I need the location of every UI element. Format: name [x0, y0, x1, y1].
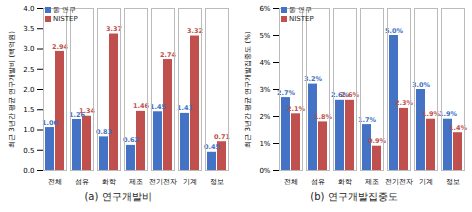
svg-text:6%: 6% [259, 5, 270, 13]
svg-text:화학: 화학 [102, 178, 116, 186]
svg-text:3.5: 3.5 [23, 25, 34, 33]
svg-text:0%: 0% [259, 167, 270, 175]
svg-text:0.9%: 0.9% [368, 137, 386, 146]
svg-text:2.5: 2.5 [23, 65, 34, 73]
svg-text:3.0: 3.0 [23, 45, 34, 53]
svg-text:최근 3년간 평균 연구개발비 (백억원): 최근 3년간 평균 연구개발비 (백억원) [8, 31, 16, 148]
svg-text:3.32: 3.32 [187, 27, 203, 35]
svg-text:정보: 정보 [446, 178, 460, 186]
svg-text:3%: 3% [259, 86, 270, 94]
svg-text:화학: 화학 [338, 178, 352, 186]
svg-text:5%: 5% [259, 32, 270, 40]
svg-text:제조: 제조 [365, 178, 379, 186]
html-text:1.9% 1.9%: 1.9% 1.9% [422, 110, 457, 119]
svg-text:1.46: 1.46 [133, 102, 149, 111]
svg-text:제조: 제조 [129, 178, 143, 186]
svg-text:0.62: 0.62 [123, 136, 139, 144]
svg-text:2%: 2% [259, 113, 270, 121]
svg-text:최근 3년간 평균 연구개발집중도 (%): 최근 3년간 평균 연구개발집중도 (%) [244, 31, 252, 148]
svg-text:0.71: 0.71 [214, 132, 230, 141]
svg-text:2.94: 2.94 [52, 42, 68, 51]
svg-text:2.7%: 2.7% [277, 88, 295, 97]
svg-text:1.7%: 1.7% [358, 115, 376, 124]
html-text:동 연구: 동 연구 [289, 6, 313, 14]
html-text:NISTEP: NISTEP [289, 15, 314, 23]
svg-text:0.45: 0.45 [204, 143, 221, 151]
svg-text:1.8%: 1.8% [314, 113, 332, 121]
svg-text:2.1%: 2.1% [287, 104, 305, 113]
svg-text:전체: 전체 [284, 178, 298, 186]
svg-text:전기전자: 전기전자 [385, 178, 413, 186]
svg-text:기계: 기계 [419, 178, 433, 186]
svg-text:1.5: 1.5 [23, 106, 34, 114]
svg-text:4%: 4% [259, 59, 270, 67]
svg-text:0.5: 0.5 [23, 146, 34, 154]
svg-text:1.26: 1.26 [69, 110, 85, 119]
svg-text:3.0%: 3.0% [412, 80, 430, 89]
svg-text:1.41: 1.41 [177, 104, 194, 112]
svg-text:1.0: 1.0 [23, 126, 34, 134]
svg-text:1%: 1% [259, 140, 270, 148]
svg-text:섬유: 섬유 [311, 178, 325, 186]
svg-text:전기전자: 전기전자 [149, 178, 177, 186]
svg-text:1.06: 1.06 [42, 119, 59, 127]
svg-text:3.2%: 3.2% [304, 75, 322, 84]
html-text:(a) 연구개발비: (a) 연구개발비 [84, 191, 152, 202]
svg-text:섬유: 섬유 [75, 178, 89, 186]
html-text:NISTEP: NISTEP [53, 15, 78, 23]
svg-text:2.0: 2.0 [23, 86, 34, 94]
svg-text:1.4%: 1.4% [449, 123, 467, 132]
svg-text:0.0: 0.0 [23, 167, 34, 175]
svg-text:정보: 정보 [210, 178, 224, 186]
svg-text:5.0%: 5.0% [385, 26, 403, 35]
html-text:(b) 연구개발집중도: (b) 연구개발집중도 [310, 191, 398, 202]
html-text:동 연구: 동 연구 [53, 6, 77, 14]
svg-text:0.83: 0.83 [96, 128, 112, 136]
svg-text:2.3%: 2.3% [395, 99, 413, 108]
svg-text:전체: 전체 [48, 178, 62, 186]
svg-text:2.74: 2.74 [160, 50, 176, 59]
svg-text:4.0: 4.0 [23, 5, 34, 13]
svg-text:1.45: 1.45 [150, 103, 167, 111]
svg-text:기계: 기계 [183, 178, 197, 186]
svg-text:1.34: 1.34 [79, 107, 95, 116]
svg-text:3.37: 3.37 [106, 25, 122, 33]
